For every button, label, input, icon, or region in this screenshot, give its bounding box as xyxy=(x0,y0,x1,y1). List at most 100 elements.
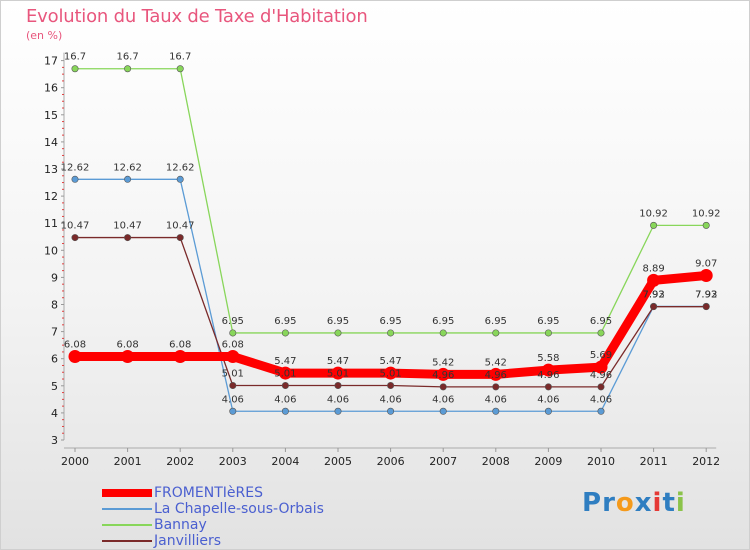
data-label-bannay: 6.95 xyxy=(327,316,349,327)
data-point-la-chapelle-sous-orbais xyxy=(281,407,289,415)
chart-series xyxy=(68,65,713,415)
legend-label-la-chapelle: La Chapelle-sous-Orbais xyxy=(154,501,324,517)
data-point-bannay xyxy=(492,329,500,337)
data-label-janvilliers: 10.47 xyxy=(61,221,90,232)
data-label-fromenti-res: 8.89 xyxy=(642,263,664,274)
data-point-la-chapelle-sous-orbais xyxy=(71,175,79,183)
data-label-janvilliers: 10.47 xyxy=(113,221,142,232)
data-point-fromenti-res xyxy=(436,367,450,381)
data-point-la-chapelle-sous-orbais xyxy=(229,407,237,415)
data-label-la-chapelle-sous-orbais: 7.93 xyxy=(695,289,717,300)
data-label-janvilliers: 4.96 xyxy=(537,370,559,381)
data-label-bannay: 16.7 xyxy=(116,52,138,63)
x-tick-label: 2002 xyxy=(166,455,194,468)
data-point-fromenti-res xyxy=(384,366,398,380)
data-point-bannay xyxy=(544,329,552,337)
series-line-bannay xyxy=(74,68,707,334)
legend-swatch-la-chapelle xyxy=(102,508,152,510)
data-point-fromenti-res xyxy=(121,350,135,364)
data-label-la-chapelle-sous-orbais: 12.62 xyxy=(166,162,195,173)
data-label-la-chapelle-sous-orbais: 4.06 xyxy=(485,394,507,405)
data-point-fromenti-res xyxy=(699,269,713,283)
y-tick-label: 3 xyxy=(51,434,58,447)
y-tick-label: 15 xyxy=(44,109,58,122)
x-tick-label: 2006 xyxy=(377,455,405,468)
data-point-janvilliers xyxy=(492,383,500,391)
data-point-la-chapelle-sous-orbais xyxy=(176,175,184,183)
data-label-janvilliers: 10.47 xyxy=(166,221,195,232)
data-label-bannay: 6.95 xyxy=(274,316,296,327)
y-tick-label: 14 xyxy=(44,136,58,149)
data-point-fromenti-res xyxy=(331,366,345,380)
chart-axes: 3 4 5 6 7 8 9 10 11 12 13 14 15 16 17 2000 2001 2002 2003 2… xyxy=(44,52,720,468)
chart-legend: FROMENTIèRES La Chapelle-sous-Orbais Ban… xyxy=(102,485,402,549)
data-label-fromenti-res: 6.08 xyxy=(64,340,86,351)
logo-letter: P xyxy=(582,488,603,518)
data-point-bannay xyxy=(439,329,447,337)
data-point-janvilliers xyxy=(229,382,237,390)
data-point-fromenti-res xyxy=(541,363,555,377)
data-point-bannay xyxy=(702,221,710,229)
data-label-fromenti-res: 6.08 xyxy=(222,340,244,351)
x-tick-label: 2001 xyxy=(114,455,142,468)
data-label-bannay: 6.95 xyxy=(537,316,559,327)
data-point-la-chapelle-sous-orbais xyxy=(492,407,500,415)
proxiti-logo: Proxiti xyxy=(582,488,686,518)
data-point-fromenti-res xyxy=(68,350,82,364)
data-point-la-chapelle-sous-orbais xyxy=(124,175,132,183)
data-point-bannay xyxy=(281,329,289,337)
logo-letter: i xyxy=(675,488,686,518)
y-tick-label: 11 xyxy=(44,217,58,230)
data-label-la-chapelle-sous-orbais: 4.06 xyxy=(537,394,559,405)
legend-item-janvilliers: Janvilliers xyxy=(102,533,402,549)
x-tick-label: 2009 xyxy=(534,455,562,468)
data-label-janvilliers: 5.01 xyxy=(379,369,401,380)
legend-item-bannay: Bannay xyxy=(102,517,402,533)
data-point-janvilliers xyxy=(702,303,710,311)
logo-letter: t xyxy=(662,488,676,518)
data-point-janvilliers xyxy=(71,234,79,242)
x-tick-label: 2000 xyxy=(61,455,89,468)
logo-letter: x xyxy=(634,488,653,518)
y-tick-label: 16 xyxy=(44,82,58,95)
data-point-janvilliers xyxy=(176,234,184,242)
data-label-janvilliers: 4.96 xyxy=(590,370,612,381)
x-tick-label: 2005 xyxy=(324,455,352,468)
data-point-janvilliers xyxy=(650,303,658,311)
data-label-la-chapelle-sous-orbais: 4.06 xyxy=(590,394,612,405)
legend-label-fromentieres: FROMENTIèRES xyxy=(154,485,263,501)
data-point-bannay xyxy=(650,221,658,229)
data-point-bannay xyxy=(71,65,79,73)
data-label-janvilliers: 5.01 xyxy=(327,369,349,380)
data-label-bannay: 16.7 xyxy=(64,52,86,63)
data-label-janvilliers: 4.96 xyxy=(432,370,454,381)
data-point-bannay xyxy=(597,329,605,337)
chart-subtitle: (en %) xyxy=(26,29,63,42)
data-point-fromenti-res xyxy=(226,350,240,364)
data-label-la-chapelle-sous-orbais: 4.06 xyxy=(432,394,454,405)
data-label-la-chapelle-sous-orbais: 7.93 xyxy=(642,289,664,300)
data-label-la-chapelle-sous-orbais: 4.06 xyxy=(274,394,296,405)
data-point-la-chapelle-sous-orbais xyxy=(597,407,605,415)
data-point-la-chapelle-sous-orbais xyxy=(387,407,395,415)
data-label-janvilliers: 5.01 xyxy=(274,369,296,380)
logo-letter: r xyxy=(602,488,616,518)
legend-swatch-janvilliers xyxy=(102,540,152,542)
data-label-janvilliers: 7.92 xyxy=(695,290,717,301)
data-label-fromenti-res: 5.58 xyxy=(537,353,559,364)
legend-swatch-fromentieres xyxy=(102,489,152,497)
data-point-janvilliers xyxy=(387,382,395,390)
data-point-janvilliers xyxy=(597,383,605,391)
data-label-la-chapelle-sous-orbais: 4.06 xyxy=(222,394,244,405)
chart-title: Evolution du Taux de Taxe d'Habitation xyxy=(26,6,368,27)
data-label-la-chapelle-sous-orbais: 4.06 xyxy=(379,394,401,405)
data-point-fromenti-res xyxy=(647,273,661,287)
legend-item-fromentieres: FROMENTIèRES xyxy=(102,485,402,501)
x-tick-label: 2012 xyxy=(692,455,720,468)
data-label-fromenti-res: 5.47 xyxy=(274,356,296,367)
data-label-bannay: 10.92 xyxy=(692,208,721,219)
data-point-fromenti-res xyxy=(278,366,292,380)
data-label-bannay: 6.95 xyxy=(432,316,454,327)
data-point-fromenti-res xyxy=(489,367,503,381)
data-point-janvilliers xyxy=(124,234,132,242)
